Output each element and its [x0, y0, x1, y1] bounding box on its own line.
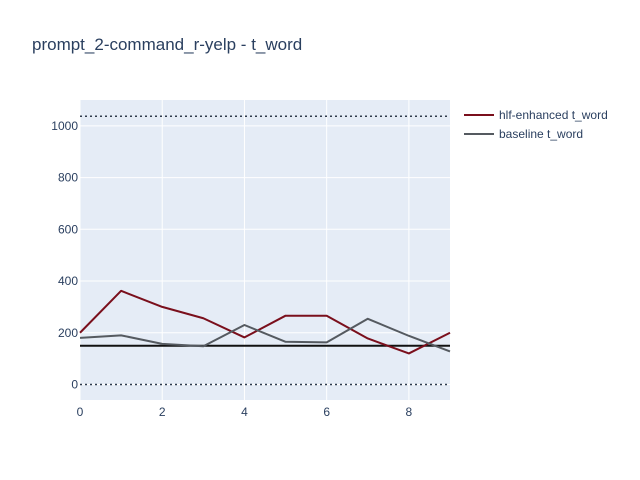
- y-tick-label: 600: [58, 222, 78, 236]
- x-tick-label: 6: [323, 405, 330, 419]
- y-tick-label: 0: [71, 377, 78, 391]
- x-tick-label: 0: [77, 405, 84, 419]
- chart-title: prompt_2-command_r-yelp - t_word: [32, 35, 302, 54]
- y-tick-label: 800: [58, 171, 78, 185]
- legend: hlf-enhanced t_word baseline t_word: [464, 108, 608, 141]
- series-line-baseline: [79, 317, 451, 353]
- legend-label: hlf-enhanced t_word: [499, 108, 608, 122]
- series-line-hlf-enhanced: [79, 289, 451, 355]
- y-axis-ticks: 0 200 400 600 800 1000: [51, 119, 78, 392]
- series-lines: [79, 289, 451, 355]
- y-tick-label: 200: [58, 326, 78, 340]
- y-tick-label: 400: [58, 274, 78, 288]
- x-tick-label: 8: [406, 405, 413, 419]
- legend-label: baseline t_word: [499, 127, 583, 141]
- x-axis-ticks: 0 2 4 6 8: [77, 405, 413, 419]
- y-tick-label: 1000: [51, 119, 78, 133]
- x-tick-label: 2: [159, 405, 166, 419]
- plot-area: [80, 100, 450, 400]
- x-tick-label: 4: [241, 405, 248, 419]
